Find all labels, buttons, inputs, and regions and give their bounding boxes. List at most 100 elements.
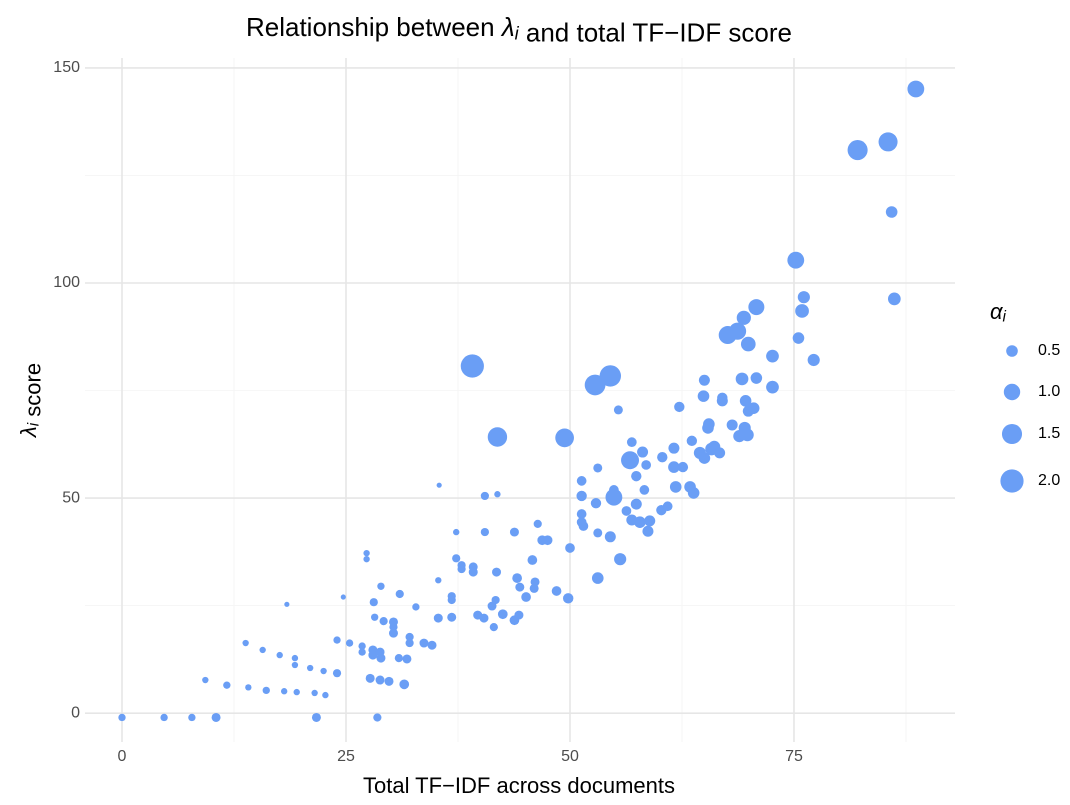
data-point — [578, 521, 589, 531]
data-point — [605, 488, 623, 506]
data-point — [642, 525, 654, 537]
data-point — [447, 595, 456, 605]
data-point — [412, 603, 420, 611]
y-tick-label: 0 — [71, 704, 80, 721]
data-point — [644, 515, 656, 527]
chart-title: Relationship between λi and total TF−IDF… — [246, 12, 792, 47]
data-point — [245, 684, 252, 691]
legend-key — [1006, 345, 1018, 357]
data-point — [668, 461, 680, 473]
data-point — [322, 691, 329, 699]
data-point — [293, 688, 300, 696]
data-point — [358, 642, 366, 650]
legend-key — [1000, 469, 1024, 493]
data-point — [591, 572, 604, 584]
data-point — [497, 609, 508, 620]
data-point — [188, 713, 196, 722]
data-point — [630, 498, 642, 510]
data-point — [714, 447, 726, 459]
data-point — [369, 598, 378, 607]
data-point — [202, 676, 209, 684]
data-point — [433, 613, 443, 623]
data-point — [291, 654, 299, 662]
data-point — [363, 549, 370, 557]
data-point — [375, 647, 385, 657]
data-point — [384, 676, 394, 686]
data-point — [457, 564, 466, 574]
data-point — [345, 639, 354, 647]
data-point — [530, 577, 540, 587]
data-point — [447, 612, 457, 622]
data-point — [677, 461, 689, 473]
legend-label: 2.0 — [1038, 472, 1060, 489]
data-point — [735, 372, 749, 386]
data-point — [281, 688, 288, 695]
legend-label: 1.0 — [1038, 383, 1060, 400]
data-point — [736, 310, 751, 325]
data-point — [527, 555, 538, 565]
data-point — [211, 712, 221, 722]
data-point — [388, 628, 398, 638]
data-point — [333, 636, 341, 644]
data-point — [223, 681, 231, 689]
data-point — [514, 610, 524, 620]
data-point — [452, 554, 461, 563]
data-point — [748, 299, 765, 316]
data-point — [584, 374, 606, 396]
data-point — [427, 640, 437, 650]
data-point — [402, 654, 412, 664]
legend-title: αi — [990, 299, 1007, 326]
data-point — [639, 485, 650, 495]
data-point — [795, 304, 809, 318]
data-point — [885, 206, 898, 218]
y-tick-label: 100 — [53, 274, 80, 291]
data-point — [739, 395, 752, 407]
data-point — [405, 632, 414, 642]
x-tick-label: 0 — [118, 748, 127, 765]
data-point — [766, 380, 779, 394]
legend-key — [1001, 423, 1023, 445]
data-point — [593, 528, 603, 538]
data-point — [492, 567, 502, 577]
data-point — [555, 428, 574, 448]
data-point — [750, 372, 763, 384]
data-point — [686, 435, 698, 447]
data-point — [373, 713, 382, 722]
data-point — [494, 491, 501, 498]
data-point — [242, 639, 249, 647]
data-point — [259, 646, 266, 654]
data-point — [419, 638, 429, 648]
data-point — [668, 442, 680, 454]
data-point — [284, 601, 290, 607]
data-point — [460, 354, 484, 378]
x-axis-title: Total TF−IDF across documents — [363, 773, 675, 798]
data-point — [792, 332, 805, 344]
legend-key — [1003, 383, 1021, 401]
data-point — [576, 476, 587, 486]
data-point — [340, 594, 346, 600]
data-point — [160, 713, 168, 722]
data-point — [332, 669, 342, 678]
data-point — [368, 650, 378, 660]
legend-label: 0.5 — [1038, 342, 1060, 359]
data-point — [576, 490, 587, 502]
data-point — [363, 555, 370, 563]
data-point — [371, 613, 379, 621]
data-point — [311, 712, 321, 722]
data-point — [697, 390, 710, 402]
data-point — [614, 553, 627, 566]
data-point — [590, 498, 602, 509]
data-point — [609, 485, 619, 495]
data-point — [563, 593, 574, 604]
data-point — [480, 491, 489, 501]
data-point — [542, 535, 553, 546]
data-point — [787, 251, 805, 269]
data-point — [291, 661, 299, 669]
data-point — [453, 528, 460, 536]
data-point — [593, 463, 603, 473]
data-point — [320, 667, 327, 675]
data-point — [468, 567, 478, 577]
data-point — [487, 427, 508, 447]
data-point — [394, 654, 403, 663]
